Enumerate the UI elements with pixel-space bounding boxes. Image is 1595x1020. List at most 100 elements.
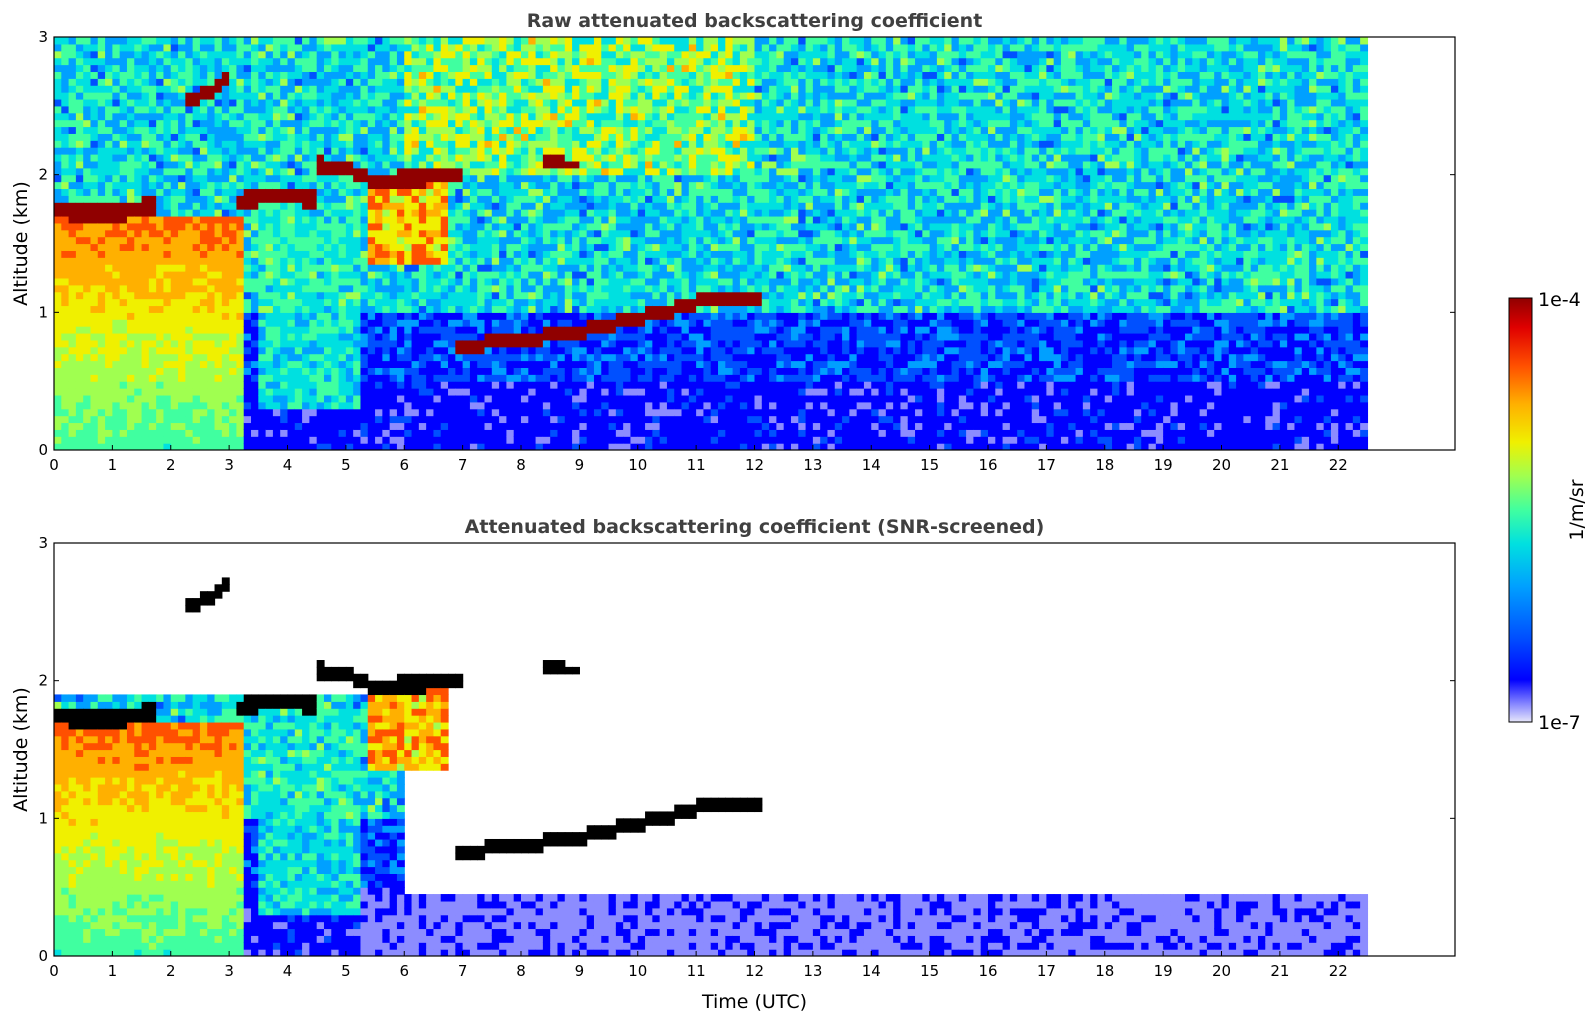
heatmap-cell bbox=[462, 312, 471, 320]
heatmap-cell bbox=[499, 174, 508, 183]
heatmap-cell bbox=[521, 92, 529, 100]
heatmap-cell bbox=[199, 367, 208, 375]
heatmap-cell bbox=[287, 374, 296, 382]
heatmap-cell bbox=[265, 415, 274, 424]
heatmap-cell bbox=[338, 326, 347, 334]
heatmap-cell bbox=[83, 50, 92, 59]
heatmap-cell bbox=[353, 92, 362, 100]
heatmap-cell bbox=[521, 264, 529, 272]
heatmap-cell bbox=[207, 195, 216, 203]
heatmap-cell bbox=[134, 209, 143, 217]
heatmap-cell bbox=[550, 112, 559, 121]
heatmap-cell bbox=[163, 319, 172, 327]
heatmap-cell bbox=[75, 71, 84, 79]
heatmap-cell bbox=[455, 367, 464, 375]
heatmap-cell bbox=[601, 436, 610, 444]
heatmap-cell bbox=[389, 140, 398, 148]
heatmap-cell bbox=[586, 339, 595, 348]
heatmap-cell bbox=[491, 140, 500, 148]
heatmap-cell bbox=[141, 43, 150, 52]
heatmap-cell bbox=[469, 360, 478, 368]
heatmap-cell bbox=[75, 57, 84, 66]
heatmap-cell bbox=[418, 215, 427, 224]
heatmap-cell bbox=[601, 78, 610, 86]
heatmap-cell bbox=[462, 360, 471, 368]
heatmap-cell bbox=[601, 394, 610, 403]
heatmap-cell bbox=[382, 160, 391, 169]
heatmap-cell bbox=[214, 305, 223, 313]
heatmap-cell bbox=[623, 264, 632, 272]
heatmap-cell bbox=[338, 271, 347, 279]
heatmap-cell bbox=[294, 119, 303, 128]
heatmap-cell bbox=[601, 50, 610, 59]
heatmap-cell bbox=[112, 443, 121, 450]
heatmap-cell bbox=[462, 284, 471, 293]
heatmap-cell bbox=[353, 154, 362, 162]
heatmap-cell bbox=[433, 381, 442, 389]
heatmap-cell bbox=[623, 174, 632, 183]
heatmap-cell bbox=[61, 147, 70, 155]
heatmap-cell bbox=[469, 339, 478, 348]
heatmap-cell bbox=[280, 360, 289, 368]
heatmap-cell bbox=[170, 401, 179, 410]
heatmap-cell bbox=[331, 339, 340, 348]
heatmap-cell bbox=[229, 243, 238, 251]
heatmap-cell bbox=[90, 43, 99, 52]
heatmap-cell bbox=[528, 291, 537, 300]
heatmap-cell bbox=[90, 78, 99, 86]
heatmap-cell bbox=[323, 264, 332, 272]
heatmap-cell bbox=[185, 209, 194, 217]
heatmap-cell bbox=[207, 92, 216, 100]
heatmap-cell bbox=[426, 140, 435, 148]
heatmap-cell bbox=[243, 243, 252, 251]
heatmap-cell bbox=[243, 85, 252, 93]
heatmap-cell bbox=[521, 326, 529, 334]
heatmap-cell bbox=[367, 98, 376, 107]
heatmap-cell bbox=[251, 85, 259, 93]
heatmap-cell bbox=[484, 298, 493, 307]
heatmap-cell bbox=[360, 429, 369, 437]
heatmap-cell bbox=[579, 422, 588, 430]
heatmap-cell bbox=[652, 43, 661, 52]
heatmap-cell bbox=[659, 360, 668, 368]
heatmap-cell bbox=[601, 147, 610, 155]
heatmap-cell bbox=[426, 381, 435, 389]
heatmap-cell bbox=[623, 85, 632, 93]
heatmap-cell bbox=[506, 202, 515, 210]
heatmap-cell bbox=[323, 305, 332, 313]
heatmap-cell bbox=[243, 105, 252, 114]
heatmap-cell bbox=[105, 229, 113, 238]
heatmap-cell bbox=[469, 367, 478, 375]
heatmap-cell bbox=[484, 374, 493, 382]
heatmap-cell bbox=[83, 160, 92, 169]
heatmap-cell bbox=[90, 422, 99, 430]
heatmap-cell bbox=[528, 312, 537, 320]
heatmap-cell bbox=[593, 209, 602, 217]
heatmap-cell bbox=[652, 388, 661, 396]
heatmap-cell bbox=[112, 346, 121, 355]
heatmap-cell bbox=[506, 319, 515, 327]
heatmap-cell bbox=[513, 367, 522, 375]
heatmap-cell bbox=[61, 305, 70, 313]
heatmap-cell bbox=[608, 126, 617, 134]
heatmap-cell bbox=[61, 167, 70, 176]
heatmap-cell bbox=[601, 215, 610, 224]
heatmap-cell bbox=[236, 181, 245, 190]
heatmap-cell bbox=[97, 388, 106, 396]
heatmap-cell bbox=[214, 312, 223, 320]
heatmap-cell bbox=[404, 229, 413, 238]
heatmap-cell bbox=[163, 422, 172, 430]
heatmap-cell bbox=[185, 43, 194, 52]
heatmap-cell bbox=[170, 429, 179, 437]
heatmap-cell bbox=[586, 443, 595, 450]
heatmap-cell bbox=[593, 250, 602, 258]
panel-raw-title: Raw attenuated backscattering coefficien… bbox=[527, 10, 983, 32]
heatmap-cell bbox=[54, 78, 62, 86]
heatmap-cell bbox=[126, 346, 135, 355]
heatmap-cell bbox=[579, 367, 588, 375]
heatmap-cell bbox=[126, 394, 135, 403]
heatmap-cell bbox=[105, 37, 113, 45]
heatmap-cell bbox=[105, 367, 113, 375]
heatmap-cell bbox=[207, 284, 216, 293]
heatmap-cell bbox=[404, 291, 413, 300]
